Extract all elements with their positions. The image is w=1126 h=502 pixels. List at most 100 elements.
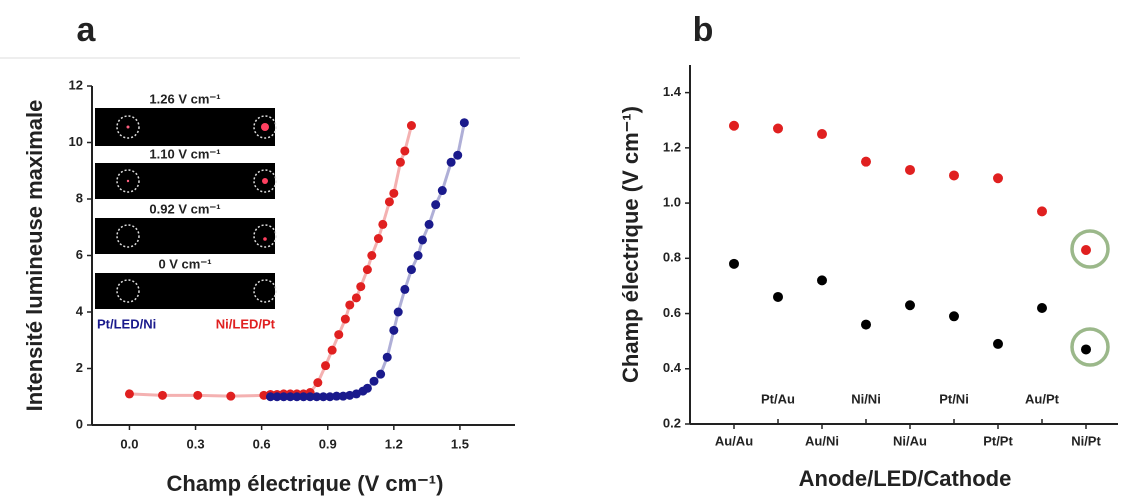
point — [431, 200, 441, 210]
point — [1037, 206, 1047, 217]
point — [993, 173, 1003, 184]
x-tick-label: Pt/Au — [761, 391, 795, 406]
x-tick-label: Pt/Ni — [939, 391, 969, 406]
point — [389, 325, 399, 335]
inset-label: Pt/LED/Ni — [97, 316, 156, 331]
point — [124, 389, 134, 399]
x-tick-label: 0.6 — [253, 436, 271, 451]
y-tick-label: 0 — [76, 416, 83, 431]
point — [382, 352, 392, 362]
point — [332, 391, 342, 401]
electrode-ring — [253, 279, 277, 303]
point — [321, 361, 331, 371]
point — [993, 338, 1003, 349]
point — [299, 392, 308, 402]
x-tick-label: 1.5 — [451, 436, 469, 451]
point — [453, 150, 463, 160]
series-line — [270, 122, 466, 399]
point — [367, 251, 377, 260]
y-axis-title: Intensité lumineuse maximale — [22, 100, 47, 412]
point — [437, 186, 447, 196]
inset-label: 1.26 V cm⁻¹ — [149, 91, 220, 106]
panel-label: a — [77, 11, 97, 49]
y-tick-label: 0.4 — [663, 360, 682, 375]
point — [272, 392, 282, 402]
y-tick-label: 0.8 — [663, 250, 681, 265]
point — [395, 157, 405, 167]
point — [446, 157, 456, 167]
point — [369, 376, 379, 386]
glow — [126, 179, 130, 183]
inset-frame — [95, 163, 275, 199]
point — [325, 392, 335, 402]
point — [340, 314, 350, 324]
y-tick-label: 1.0 — [663, 195, 681, 210]
y-tick-label: 6 — [76, 247, 83, 262]
point — [817, 129, 827, 140]
point — [338, 391, 348, 401]
point — [378, 219, 388, 229]
y-tick-label: 8 — [76, 190, 83, 205]
point — [376, 369, 386, 379]
point — [362, 265, 372, 275]
point — [356, 282, 366, 292]
inset-frame — [95, 108, 275, 146]
point — [817, 275, 827, 286]
point — [406, 121, 416, 131]
point — [1037, 303, 1047, 314]
x-tick-label: 0.9 — [319, 436, 337, 451]
point — [193, 390, 203, 400]
point — [313, 378, 323, 388]
y-tick-label: 0.6 — [663, 305, 681, 320]
electrode-ring — [116, 115, 140, 139]
electrode-ring — [116, 279, 140, 303]
point — [861, 156, 871, 167]
point — [373, 234, 383, 244]
y-tick-label: 1.4 — [663, 84, 682, 99]
point — [305, 392, 315, 402]
y-axis-title: Champ électrique (V cm⁻¹) — [618, 106, 643, 383]
point — [400, 146, 410, 156]
electrode-ring — [253, 115, 277, 139]
point — [406, 265, 416, 275]
point — [400, 284, 410, 294]
electrode-ring — [253, 224, 277, 248]
point — [351, 293, 361, 303]
x-tick-label: Au/Ni — [805, 433, 839, 448]
highlight-ring — [1070, 229, 1110, 269]
point — [334, 330, 344, 340]
point — [905, 300, 915, 311]
inset-frame — [95, 273, 275, 309]
x-tick-label: Au/Au — [715, 433, 753, 448]
point — [424, 219, 434, 229]
y-tick-label: 10 — [69, 134, 83, 149]
point — [312, 392, 322, 402]
point — [773, 291, 783, 302]
highlight-ring — [1070, 327, 1110, 367]
inset-label: 0 V cm⁻¹ — [158, 256, 211, 271]
point — [226, 391, 236, 401]
y-tick-label: 4 — [76, 303, 84, 318]
point — [949, 311, 959, 322]
x-tick-label: 1.2 — [385, 436, 403, 451]
point — [362, 383, 372, 393]
inset: 1.26 V cm⁻¹ 1.10 V cm⁻¹ 0.92 V cm⁻¹ 0 V … — [95, 91, 277, 331]
inset-label: 1.10 V cm⁻¹ — [149, 146, 220, 161]
y-tick-label: 1.2 — [663, 139, 681, 154]
inset-label: 0.92 V cm⁻¹ — [149, 201, 220, 216]
point — [292, 392, 302, 402]
electrode-ring — [116, 224, 140, 248]
glow — [261, 123, 269, 131]
y-tick-label: 0.2 — [663, 415, 681, 430]
inset-label: Ni/LED/Pt — [216, 316, 276, 331]
electrode-ring — [116, 169, 140, 193]
x-tick-label: 0.3 — [187, 436, 205, 451]
point — [389, 188, 399, 198]
point — [949, 170, 959, 181]
point — [327, 345, 337, 355]
x-axis-title: Anode/LED/Cathode — [799, 466, 1012, 491]
point — [459, 118, 469, 128]
x-tick-label: Pt/Pt — [983, 433, 1013, 448]
x-tick-label: Ni/Au — [893, 433, 927, 448]
point — [861, 319, 871, 330]
